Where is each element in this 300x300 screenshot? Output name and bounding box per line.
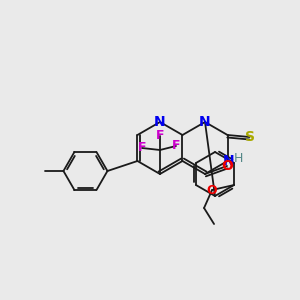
Text: N: N bbox=[154, 115, 166, 129]
Text: F: F bbox=[138, 142, 146, 154]
Text: H: H bbox=[234, 152, 243, 166]
Text: N: N bbox=[199, 115, 211, 129]
Text: F: F bbox=[172, 140, 180, 152]
Text: S: S bbox=[244, 130, 254, 144]
Text: O: O bbox=[207, 184, 218, 196]
Text: N: N bbox=[223, 154, 234, 168]
Text: F: F bbox=[156, 130, 164, 142]
Text: O: O bbox=[221, 159, 233, 173]
